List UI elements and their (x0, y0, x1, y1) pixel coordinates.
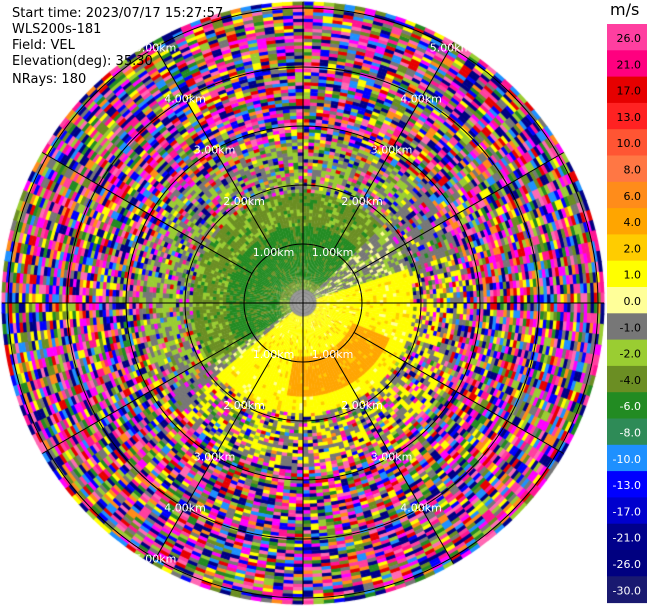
colorbar-tick-label: 0.0 (624, 295, 642, 308)
field-label: Field: VEL (12, 38, 75, 54)
colorbar-tick-label: -30.0 (613, 584, 641, 597)
colorbar-tick-label: -13.0 (613, 479, 641, 492)
range-label-1km: 1.00km (312, 246, 354, 259)
spoke-120deg (354, 333, 564, 454)
range-label-5km: 5.00km (135, 42, 177, 55)
range-label-1km: 1.00km (253, 348, 295, 361)
colorbar-tick-label: 13.0 (617, 111, 642, 124)
colorbar-tick-label: 21.0 (617, 58, 642, 71)
colorbar-tick-label: 17.0 (617, 85, 642, 98)
azimuth-spokes (2, 2, 604, 604)
elevation-label: Elevation(deg): 35.30 (12, 54, 153, 70)
colorbar-tick-label: -26.0 (613, 558, 641, 571)
range-label-3km: 3.00km (194, 144, 236, 157)
range-label-5km: 5.00km (430, 42, 472, 55)
nrays-label: NRays: 180 (12, 72, 86, 88)
range-label-2km: 2.00km (341, 399, 383, 412)
range-label-4km: 4.00km (164, 93, 206, 106)
colorbar-tick-label: 8.0 (624, 164, 642, 177)
range-label-4km: 4.00km (400, 93, 442, 106)
colorbar-tick-label: -21.0 (613, 532, 641, 545)
colorbar-tick-label: -4.0 (620, 374, 641, 387)
range-label-2km: 2.00km (223, 195, 265, 208)
range-label-3km: 3.00km (194, 450, 236, 463)
colorbar-tick-label: 10.0 (617, 137, 642, 150)
range-label-2km: 2.00km (223, 399, 265, 412)
colorbar-tick-label: 26.0 (617, 32, 642, 45)
colorbar: 26.0 21.0 17.0 13.0 10.0 8.0 6.0 4.0 2.0 1.0 0.0 -1… (607, 24, 647, 604)
colorbar-tick-label: 6.0 (624, 190, 642, 203)
colorbar-tick-label: 2.0 (624, 242, 642, 255)
spoke-60deg (354, 153, 564, 274)
colorbar-tick-label: -10.0 (613, 453, 641, 466)
colorbar-tick-label: -6.0 (620, 400, 641, 413)
range-label-2km: 2.00km (341, 195, 383, 208)
range-label-1km: 1.00km (253, 246, 295, 259)
start-time-label: Start time: 2023/07/17 15:27:57 (12, 6, 223, 22)
colorbar-unit: m/s (610, 0, 639, 19)
range-label-3km: 3.00km (371, 144, 413, 157)
colorbar-tick-label: 1.0 (624, 269, 642, 282)
range-label-3km: 3.00km (371, 450, 413, 463)
spoke-240deg (42, 333, 252, 454)
colorbar-tick-label: 4.0 (624, 216, 642, 229)
colorbar-tick-label: -17.0 (613, 505, 641, 518)
range-label-4km: 4.00km (164, 501, 206, 514)
instrument-label: WLS200s-181 (12, 22, 101, 38)
colorbar-tick-label: -1.0 (620, 321, 641, 334)
spoke-300deg (42, 153, 252, 274)
range-label-1km: 1.00km (312, 348, 354, 361)
range-label-5km: 5.00km (135, 552, 177, 565)
range-label-4km: 4.00km (400, 501, 442, 514)
colorbar-tick-label: -8.0 (620, 427, 641, 440)
colorbar-tick-label: -2.0 (620, 348, 641, 361)
